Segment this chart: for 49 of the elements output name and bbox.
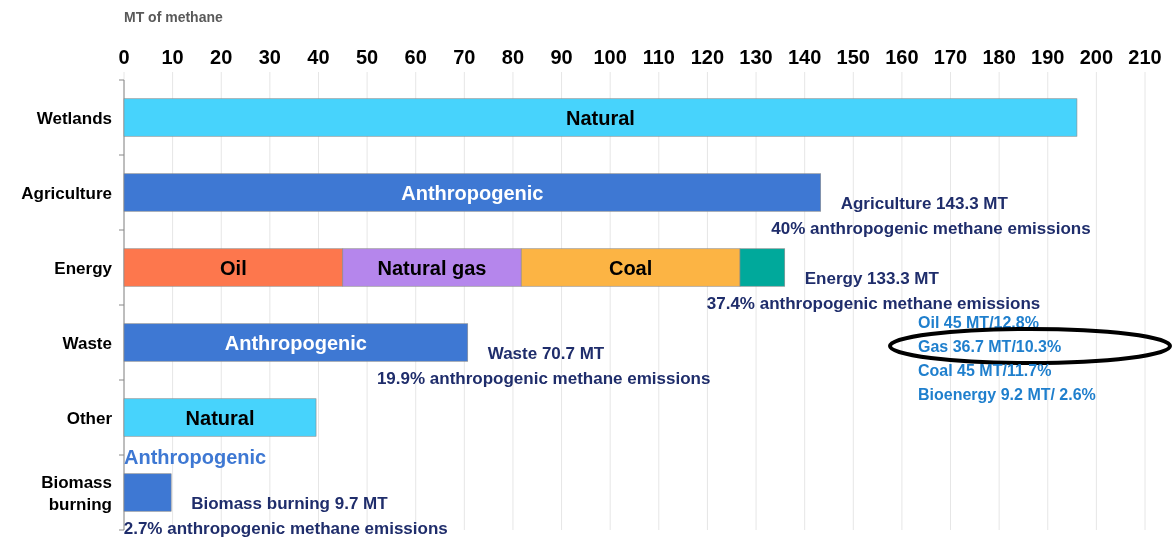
x-tick-label: 20	[210, 46, 233, 68]
x-tick-label: 160	[885, 46, 919, 68]
annotation: Oil 45 MT/12.8%	[918, 314, 1039, 331]
x-tick-label: 50	[355, 46, 379, 68]
y-tick-label: Other	[66, 408, 113, 428]
x-tick-label: 10	[161, 46, 184, 68]
annotation: Agriculture 143.3 MT	[840, 193, 1009, 213]
annotation: 2.7% anthropogenic methane emissions	[123, 518, 448, 538]
x-tick-label: 180	[982, 46, 1016, 68]
y-tick-label: Agriculture	[21, 183, 112, 203]
annotation: 40% anthropogenic methane emissions	[771, 218, 1091, 238]
x-tick-label: 190	[1031, 46, 1065, 68]
annotation: Coal 45 MT/11.7%	[918, 362, 1052, 379]
y-tick-label: Biomass burning	[41, 472, 112, 514]
annotation: Energy 133.3 MT	[804, 268, 940, 288]
annotation: 19.9% anthropogenic methane emissions	[376, 368, 711, 388]
y-tick-label: Wetlands	[36, 108, 112, 128]
text: Natural	[185, 406, 255, 429]
x-tick-label: 110	[642, 46, 675, 68]
x-tick-label: 150	[836, 46, 870, 68]
x-tick-label: 30	[258, 46, 281, 68]
text: Anthropogenic	[401, 181, 544, 204]
x-tick-label: 70	[453, 46, 476, 68]
x-tick-label: 90	[550, 46, 573, 68]
x-tick-label: 130	[739, 46, 773, 68]
annotation: 37.4% anthropogenic methane emissions	[706, 293, 1041, 313]
series-label: Natural gas	[377, 256, 487, 279]
series-label: Anthropogenic	[124, 445, 267, 468]
x-tick-label: 120	[690, 46, 725, 68]
annotation: Gas 36.7 MT/10.3%	[918, 338, 1062, 355]
x-tick-label: 210	[1128, 46, 1162, 68]
x-tick-label: 170	[933, 46, 968, 68]
x-tick-label: 0	[118, 46, 130, 68]
y-tick-label: Energy	[54, 258, 113, 278]
x-tick-label: 140	[787, 46, 822, 68]
x-tick-label: 80	[501, 46, 525, 68]
x-tick-label: 200	[1079, 46, 1114, 68]
annotation: Bioenergy 9.2 MT/ 2.6%	[918, 386, 1096, 403]
annotation: Waste 70.7 MT	[487, 343, 605, 363]
series-label: Coal	[608, 256, 653, 279]
series-label: Natural	[566, 106, 635, 129]
y-tick-label: Waste	[62, 333, 112, 353]
x-tick-label: 100	[593, 46, 627, 68]
x-axis-title: MT of methane	[124, 9, 223, 25]
text: Anthropogenic	[224, 331, 367, 354]
x-tick-label: 60	[404, 46, 427, 68]
x-tick-label: 40	[307, 46, 330, 68]
series-label: Oil	[220, 256, 247, 279]
annotation: Biomass burning 9.7 MT	[191, 493, 389, 513]
